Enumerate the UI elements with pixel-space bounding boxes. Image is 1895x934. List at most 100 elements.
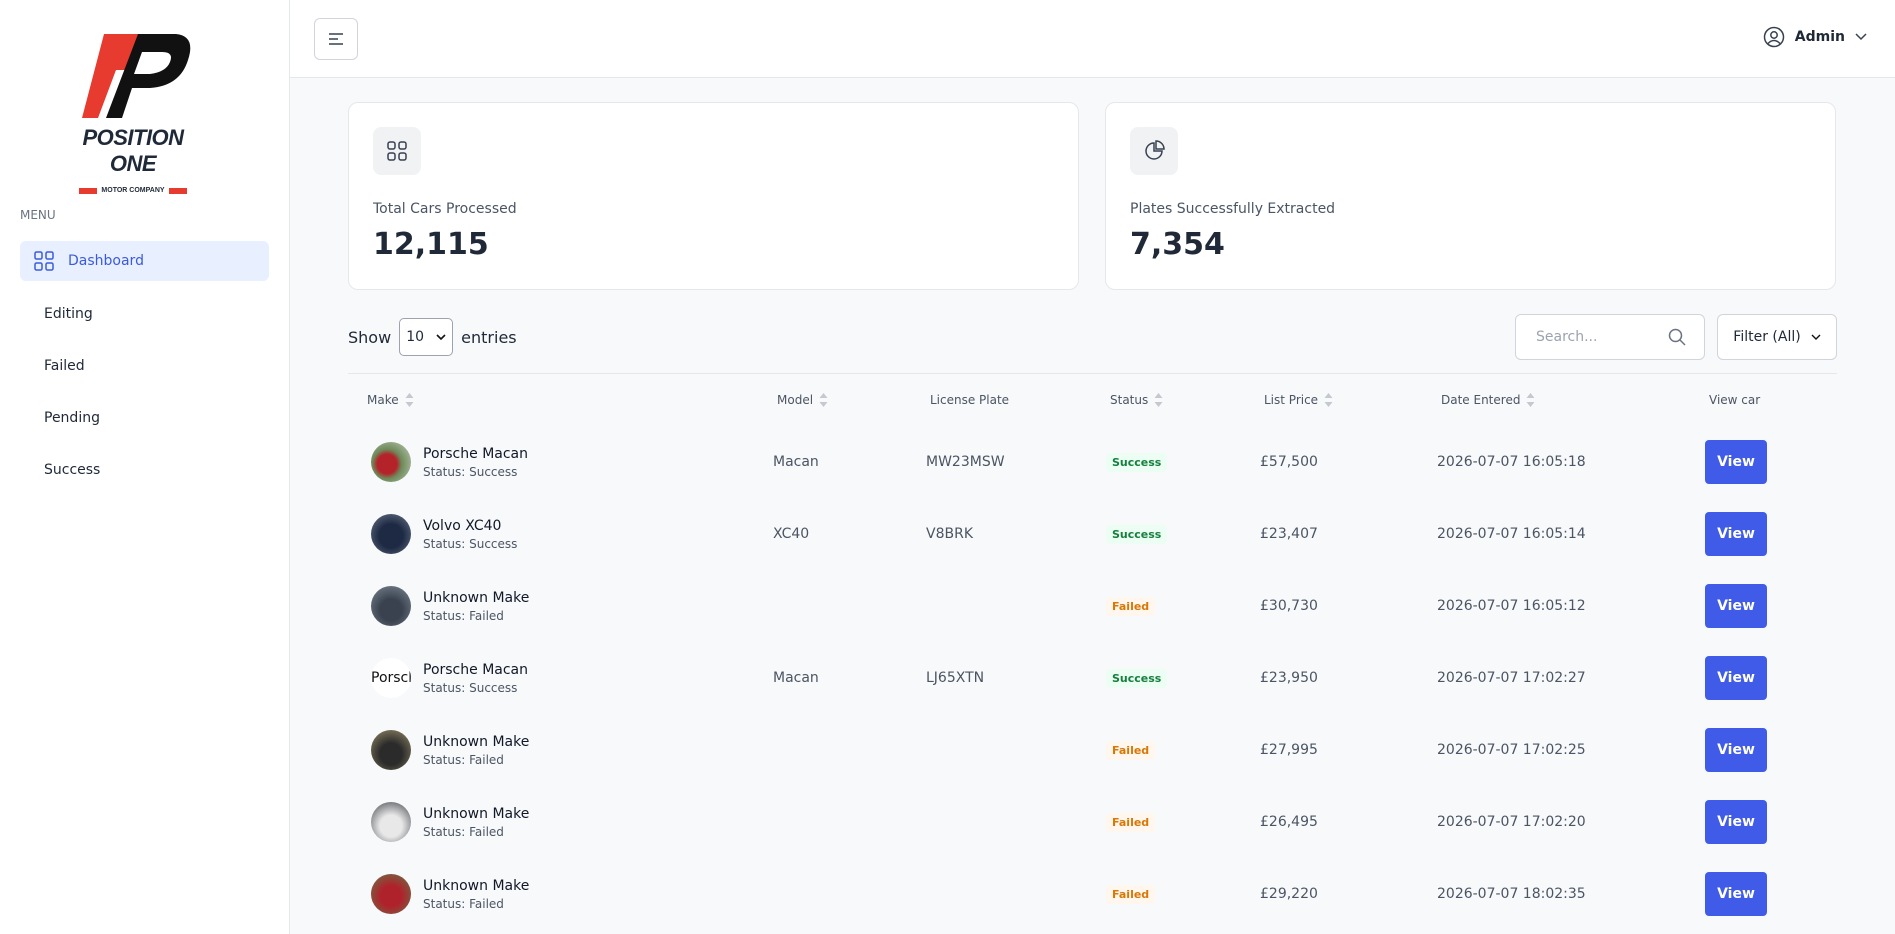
column-header[interactable]: Model (758, 392, 911, 408)
make-text: Volvo XC40 Status: Success (423, 518, 517, 551)
top-bar: Admin (290, 0, 1895, 78)
column-label: Make (367, 393, 399, 407)
date-entered: 2026-07-07 16:05:18 (1437, 454, 1586, 470)
status-badge: Failed (1106, 740, 1156, 760)
table-row: Unknown Make Status: Failed Failed £29,220 2… (348, 858, 1837, 930)
car-thumbnail (371, 586, 411, 626)
make-text: Unknown Make Status: Failed (423, 734, 529, 767)
list-price: £23,950 (1260, 670, 1318, 686)
view-button[interactable]: View (1705, 512, 1767, 556)
table-row: Porsche Macan Porsche Macan Status: Succes… (348, 642, 1837, 714)
sidebar: POSITION ONE MOTOR COMPANY MENU Dashboar… (0, 0, 290, 934)
car-make: Unknown Make (423, 733, 530, 750)
stat-icon (373, 127, 421, 175)
menu-icon (329, 33, 343, 45)
car-status-line: Status: Failed (423, 896, 504, 911)
column-header[interactable]: Make (348, 392, 758, 408)
pie-icon (1145, 140, 1165, 160)
make-text: Porsche Macan Status: Success (423, 662, 528, 695)
car-model: XC40 (773, 526, 810, 542)
make-cell: Unknown Make Status: Failed (348, 802, 758, 842)
image-alt: Porsche Macan (371, 670, 411, 686)
logo-sub: MOTOR COMPANY (79, 187, 187, 194)
sort-icon (1526, 393, 1535, 407)
view-button[interactable]: View (1705, 872, 1767, 916)
date-entered: 2026-07-07 17:02:20 (1437, 814, 1586, 830)
make-cell: Porsche Macan Status: Success (348, 442, 758, 482)
nav-label: Success (44, 462, 101, 478)
make-text: Unknown Make Status: Failed (423, 590, 529, 623)
view-cell: View (1690, 512, 1837, 556)
date-entered: 2026-07-07 17:02:27 (1437, 670, 1586, 686)
stat-card: Total Cars Processed 12,115 (348, 102, 1079, 290)
menu-toggle[interactable] (314, 18, 358, 60)
status-cell: Success (1091, 452, 1245, 472)
status-badge: Success (1106, 668, 1168, 688)
table-row: Unknown Make Status: Failed Failed £27,995 2… (348, 714, 1837, 786)
chevron (1811, 334, 1821, 340)
view-button[interactable]: View (1705, 800, 1767, 844)
chevron (1855, 33, 1867, 41)
make-cell: Unknown Make Status: Failed (348, 586, 758, 626)
nav-item[interactable]: Pending (20, 398, 269, 438)
nav-label: Pending (44, 410, 100, 426)
make-text: Porsche Macan Status: Success (423, 446, 528, 479)
column-header[interactable]: License Plate (911, 393, 1091, 407)
date-entered: 2026-07-07 16:05:14 (1437, 526, 1586, 542)
nav-item[interactable]: Editing (20, 294, 269, 334)
logo[interactable]: POSITION ONE MOTOR COMPANY (68, 30, 198, 196)
make-cell: Unknown Make Status: Failed (348, 874, 758, 914)
column-header[interactable]: Status (1091, 392, 1245, 408)
search-box[interactable]: Search... (1515, 314, 1705, 360)
car-model: Macan (773, 454, 819, 470)
car-make: Porsche Macan (423, 661, 528, 678)
nav-item[interactable]: Dashboard (20, 241, 269, 281)
car-status-line: Status: Success (423, 680, 518, 695)
car-status-line: Status: Failed (423, 752, 504, 767)
license-plate: MW23MSW (926, 454, 1005, 470)
logo-name: POSITION ONE (82, 125, 184, 176)
user-icon (1763, 26, 1785, 48)
list-price: £29,220 (1260, 886, 1318, 902)
filter-button[interactable]: Filter (All) (1717, 314, 1837, 360)
page-size: Show 10 entries (348, 318, 517, 356)
car-make: Unknown Make (423, 589, 530, 606)
car-status-line: Status: Success (423, 464, 518, 479)
stat-value: 7,354 (1130, 227, 1225, 262)
logo-mark (82, 34, 191, 118)
car-thumbnail: Porsche Macan (371, 658, 411, 698)
view-button[interactable]: View (1705, 440, 1767, 484)
view-button[interactable]: View (1705, 656, 1767, 700)
view-cell: View (1690, 656, 1837, 700)
entries-select[interactable]: 10 (399, 318, 454, 356)
license-plate: LJ65XTN (926, 670, 985, 686)
date-entered: 2026-07-07 17:02:25 (1437, 742, 1586, 758)
status-cell: Failed (1091, 812, 1245, 832)
nav-item[interactable]: Failed (20, 346, 269, 386)
column-label: View car (1709, 393, 1761, 407)
list-price: £27,995 (1260, 742, 1318, 758)
user-menu[interactable]: Admin (1763, 26, 1867, 48)
car-model: Macan (773, 670, 819, 686)
view-cell: View (1690, 440, 1837, 484)
view-cell: View (1690, 872, 1837, 916)
nav-item[interactable]: Success (20, 450, 269, 490)
make-cell: Porsche Macan Porsche Macan Status: Succes… (348, 658, 758, 698)
date-entered: 2026-07-07 18:02:35 (1437, 886, 1586, 902)
column-label: Status (1110, 393, 1149, 407)
view-button[interactable]: View (1705, 728, 1767, 772)
column-header[interactable]: List Price (1245, 392, 1422, 408)
column-header[interactable]: Date Entered (1422, 392, 1690, 408)
nav-label: Failed (44, 358, 85, 374)
car-make: Unknown Make (423, 877, 530, 894)
stat-card: Plates Successfully Extracted 7,354 (1105, 102, 1836, 290)
nav-label: Editing (44, 306, 93, 322)
status-cell: Success (1091, 524, 1245, 544)
view-button[interactable]: View (1705, 584, 1767, 628)
status-cell: Success (1091, 668, 1245, 688)
search-icon (1668, 328, 1686, 346)
column-label: Date Entered (1441, 393, 1521, 407)
nav-label: Dashboard (68, 253, 144, 269)
stat-value: 12,115 (373, 227, 489, 262)
